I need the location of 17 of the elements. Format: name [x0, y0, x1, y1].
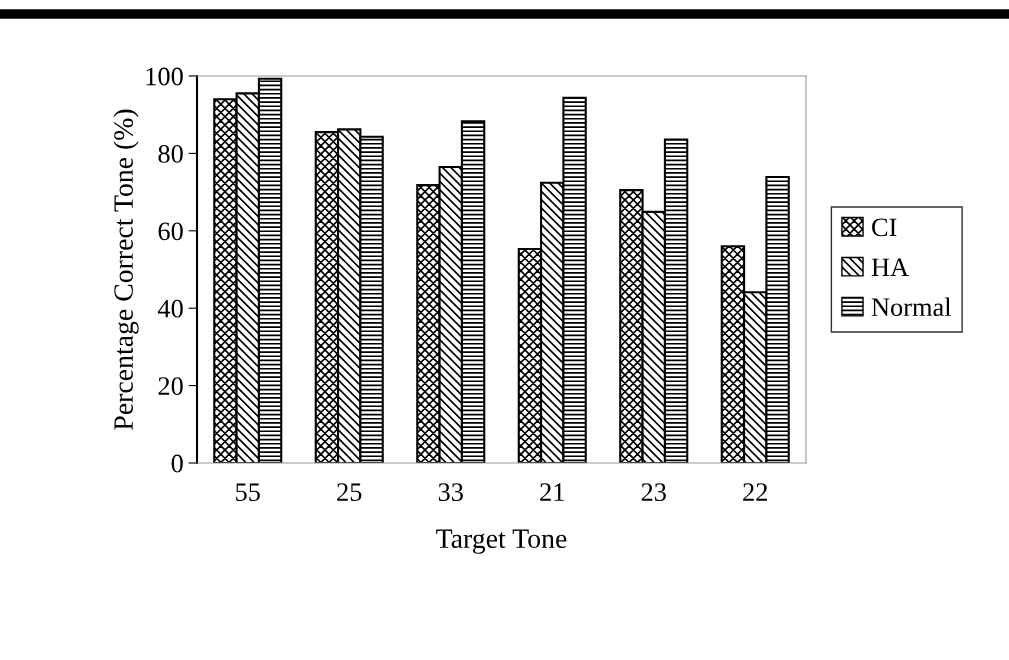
legend-label: Normal — [871, 297, 952, 317]
y-tick-label: 80 — [158, 145, 183, 163]
x-tick-label: 22 — [743, 483, 767, 501]
y-tick-label: 100 — [146, 67, 183, 86]
x-axis-title: Target Tone — [436, 529, 567, 554]
x-tick-label: 23 — [641, 483, 666, 502]
x-tick-label: 55 — [236, 483, 260, 502]
legend-label: CI — [872, 218, 897, 237]
x-tick-label: 25 — [337, 483, 362, 502]
y-tick-label: 20 — [158, 377, 183, 396]
y-axis-title: Percentage Correct Tone (%) — [113, 109, 139, 430]
y-tick-label: 40 — [157, 299, 183, 318]
x-tick-label: 21 — [540, 483, 564, 501]
x-tick-label: 33 — [438, 483, 463, 502]
legend-label: HA — [871, 258, 909, 276]
y-tick-label: 0 — [171, 454, 183, 473]
y-tick-label: 60 — [158, 222, 183, 241]
